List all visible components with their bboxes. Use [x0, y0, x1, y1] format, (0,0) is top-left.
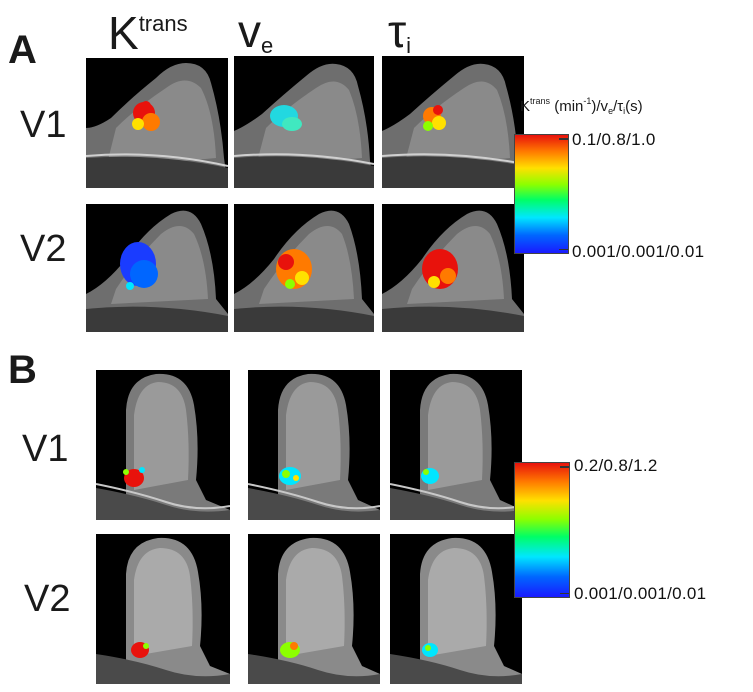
- mri-b-v1-ve: [248, 370, 380, 520]
- mri-a-v2-ve: [234, 204, 374, 332]
- mri-a-v1-ve: [234, 56, 374, 188]
- column-header-ve: ve: [238, 5, 274, 58]
- row-label-a-v1: V1: [20, 104, 67, 146]
- colorbar-b-max-label: 0.2/0.8/1.2: [574, 456, 658, 475]
- row-label-a-v2: V2: [20, 228, 67, 270]
- colorbar-a: [514, 134, 569, 254]
- colorbar-a-max-label: 0.1/0.8/1.0: [572, 130, 656, 149]
- colorbar-b-min-label: 0.001/0.001/0.01: [574, 584, 707, 603]
- colorbar-a-title: Ktrans (min-1)/ve/τi(s): [520, 96, 643, 116]
- mri-b-v1-ktrans: [96, 370, 230, 520]
- panel-a-label: A: [8, 28, 37, 72]
- mri-b-v2-ve: [248, 534, 380, 684]
- mri-a-v2-ktrans: [86, 204, 228, 332]
- colorbar-a-min-label: 0.001/0.001/0.01: [572, 242, 705, 261]
- mri-b-v1-tau: [390, 370, 522, 520]
- mri-a-v2-tau: [382, 204, 524, 332]
- column-header-ktrans: Ktrans: [108, 7, 188, 59]
- row-label-b-v2: V2: [24, 578, 71, 620]
- mri-b-v2-tau: [390, 534, 522, 684]
- mri-b-v2-ktrans: [96, 534, 230, 684]
- colorbar-b: [514, 462, 570, 598]
- panel-b-label: B: [8, 348, 37, 392]
- mri-a-v1-tau: [382, 56, 524, 188]
- mri-a-v1-ktrans: [86, 58, 228, 188]
- column-header-tau: τi: [388, 5, 412, 58]
- row-label-b-v1: V1: [22, 428, 69, 470]
